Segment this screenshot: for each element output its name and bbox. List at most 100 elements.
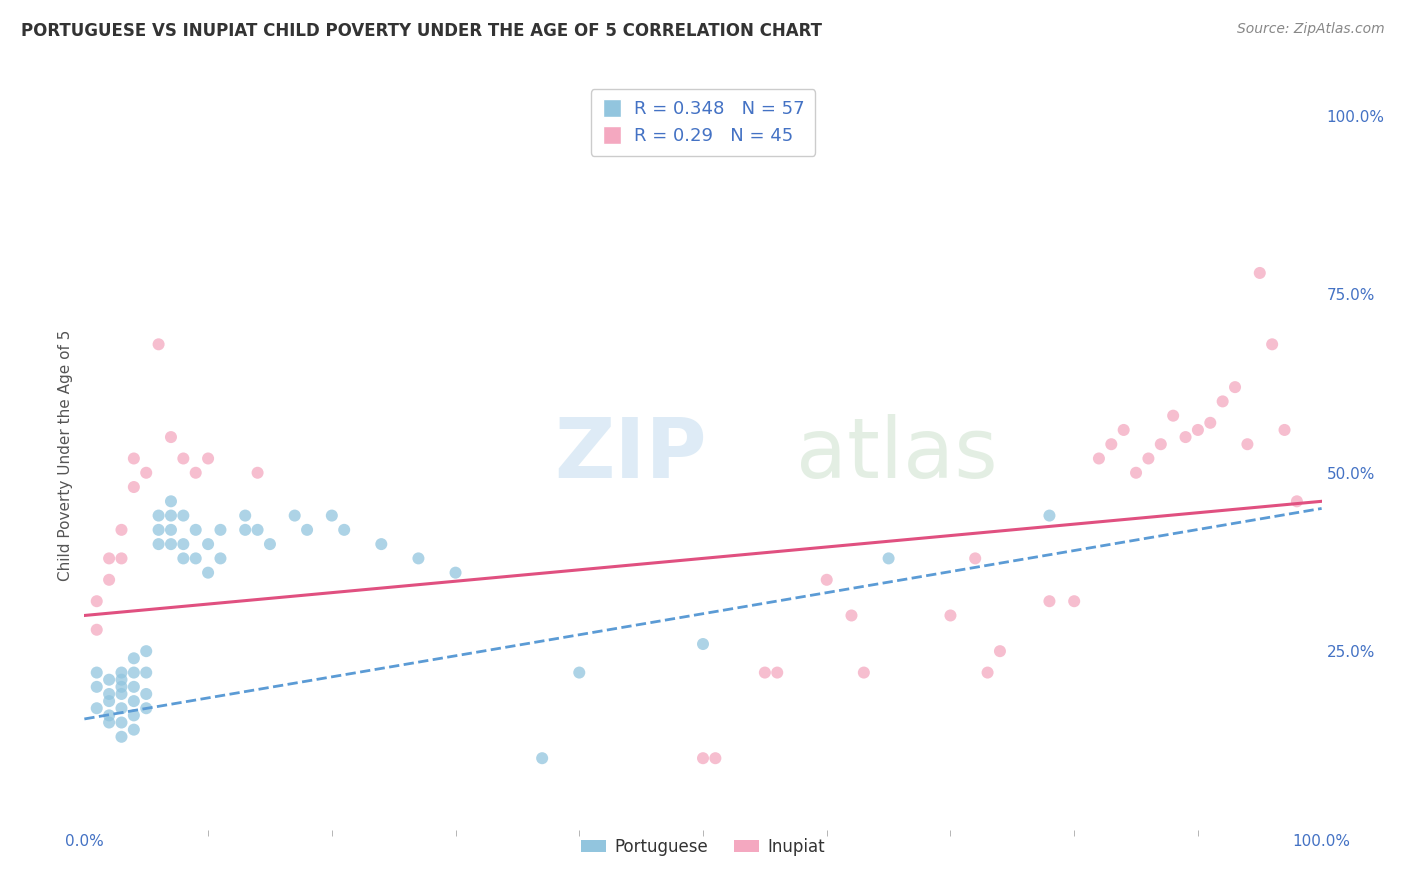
Point [1174, 430, 1197, 444]
Point [98, 673, 121, 687]
Text: ZIP: ZIP [554, 415, 707, 495]
Point [246, 466, 269, 480]
Point [815, 573, 838, 587]
Point [1274, 423, 1296, 437]
Point [148, 523, 170, 537]
Point [172, 451, 194, 466]
Point [98, 694, 121, 708]
Text: PORTUGUESE VS INUPIAT CHILD POVERTY UNDER THE AGE OF 5 CORRELATION CHART: PORTUGUESE VS INUPIAT CHILD POVERTY UNDE… [21, 22, 823, 40]
Point [172, 508, 194, 523]
Point [692, 637, 714, 651]
Point [122, 665, 145, 680]
Point [148, 537, 170, 551]
Point [160, 508, 183, 523]
Point [160, 494, 183, 508]
Point [976, 665, 998, 680]
Point [754, 665, 776, 680]
Point [122, 680, 145, 694]
Point [110, 523, 132, 537]
Point [852, 665, 875, 680]
Point [444, 566, 467, 580]
Point [122, 451, 145, 466]
Point [1249, 266, 1271, 280]
Point [259, 537, 281, 551]
Point [704, 751, 727, 765]
Point [965, 551, 987, 566]
Point [110, 551, 132, 566]
Point [86, 623, 108, 637]
Point [110, 701, 132, 715]
Point [135, 687, 157, 701]
Point [295, 523, 318, 537]
Point [86, 701, 108, 715]
Point [1125, 466, 1147, 480]
Point [284, 508, 307, 523]
Point [1261, 337, 1284, 351]
Point [122, 708, 145, 723]
Point [122, 694, 145, 708]
Point [370, 537, 392, 551]
Point [841, 608, 863, 623]
Point [939, 608, 962, 623]
Point [1088, 451, 1111, 466]
Point [877, 551, 900, 566]
Point [1285, 494, 1308, 508]
Point [197, 537, 219, 551]
Point [766, 665, 789, 680]
Point [160, 430, 183, 444]
Point [1150, 437, 1173, 451]
Point [98, 715, 121, 730]
Text: Source: ZipAtlas.com: Source: ZipAtlas.com [1237, 22, 1385, 37]
Point [209, 551, 232, 566]
Point [1099, 437, 1122, 451]
Point [110, 673, 132, 687]
Point [1063, 594, 1085, 608]
Point [172, 537, 194, 551]
Point [531, 751, 554, 765]
Point [184, 466, 207, 480]
Point [135, 466, 157, 480]
Point [1199, 416, 1222, 430]
Text: atlas: atlas [796, 415, 997, 495]
Point [692, 751, 714, 765]
Point [110, 730, 132, 744]
Point [184, 523, 207, 537]
Point [333, 523, 356, 537]
Point [1137, 451, 1160, 466]
Point [110, 665, 132, 680]
Point [197, 451, 219, 466]
Point [110, 680, 132, 694]
Point [148, 508, 170, 523]
Point [86, 594, 108, 608]
Point [98, 573, 121, 587]
Point [321, 508, 343, 523]
Point [160, 537, 183, 551]
Point [172, 551, 194, 566]
Point [110, 687, 132, 701]
Y-axis label: Child Poverty Under the Age of 5: Child Poverty Under the Age of 5 [58, 329, 73, 581]
Point [1187, 423, 1209, 437]
Point [122, 651, 145, 665]
Point [98, 551, 121, 566]
Point [246, 523, 269, 537]
Point [1112, 423, 1135, 437]
Point [122, 480, 145, 494]
Point [1212, 394, 1234, 409]
Point [1223, 380, 1246, 394]
Point [135, 644, 157, 658]
Point [209, 523, 232, 537]
Point [110, 715, 132, 730]
Point [98, 708, 121, 723]
Point [98, 687, 121, 701]
Point [135, 701, 157, 715]
Point [122, 723, 145, 737]
Point [988, 644, 1011, 658]
Point [197, 566, 219, 580]
Point [568, 665, 591, 680]
Point [184, 551, 207, 566]
Point [160, 523, 183, 537]
Point [148, 337, 170, 351]
Point [408, 551, 430, 566]
Point [135, 665, 157, 680]
Legend: Portuguese, Inupiat: Portuguese, Inupiat [575, 831, 831, 863]
